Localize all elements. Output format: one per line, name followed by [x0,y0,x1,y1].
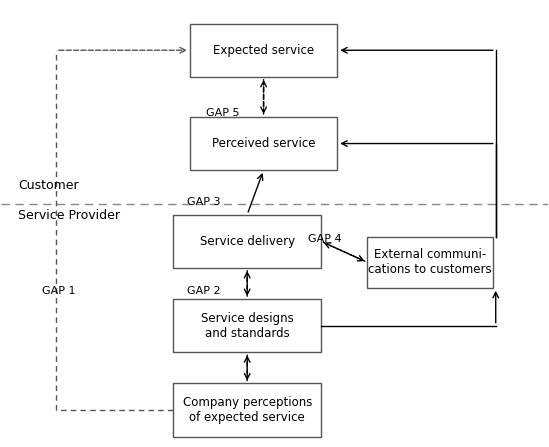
Text: Company perceptions
of expected service: Company perceptions of expected service [182,396,312,424]
Text: Service delivery: Service delivery [200,235,295,248]
Text: GAP 2: GAP 2 [187,286,221,296]
Text: GAP 1: GAP 1 [42,286,76,296]
Text: GAP 5: GAP 5 [206,108,240,118]
Text: Perceived service: Perceived service [212,137,315,150]
FancyBboxPatch shape [173,215,321,268]
Text: GAP 4: GAP 4 [309,235,342,245]
FancyBboxPatch shape [173,384,321,437]
Text: Customer: Customer [18,178,79,191]
Text: External communi-
cations to customers: External communi- cations to customers [368,249,492,276]
FancyBboxPatch shape [367,237,493,288]
FancyBboxPatch shape [173,299,321,352]
Text: Expected service: Expected service [213,44,314,57]
Text: GAP 3: GAP 3 [187,197,221,207]
FancyBboxPatch shape [190,117,337,170]
Text: Service designs
and standards: Service designs and standards [201,312,294,340]
Text: Service Provider: Service Provider [18,209,120,222]
FancyBboxPatch shape [190,24,337,77]
